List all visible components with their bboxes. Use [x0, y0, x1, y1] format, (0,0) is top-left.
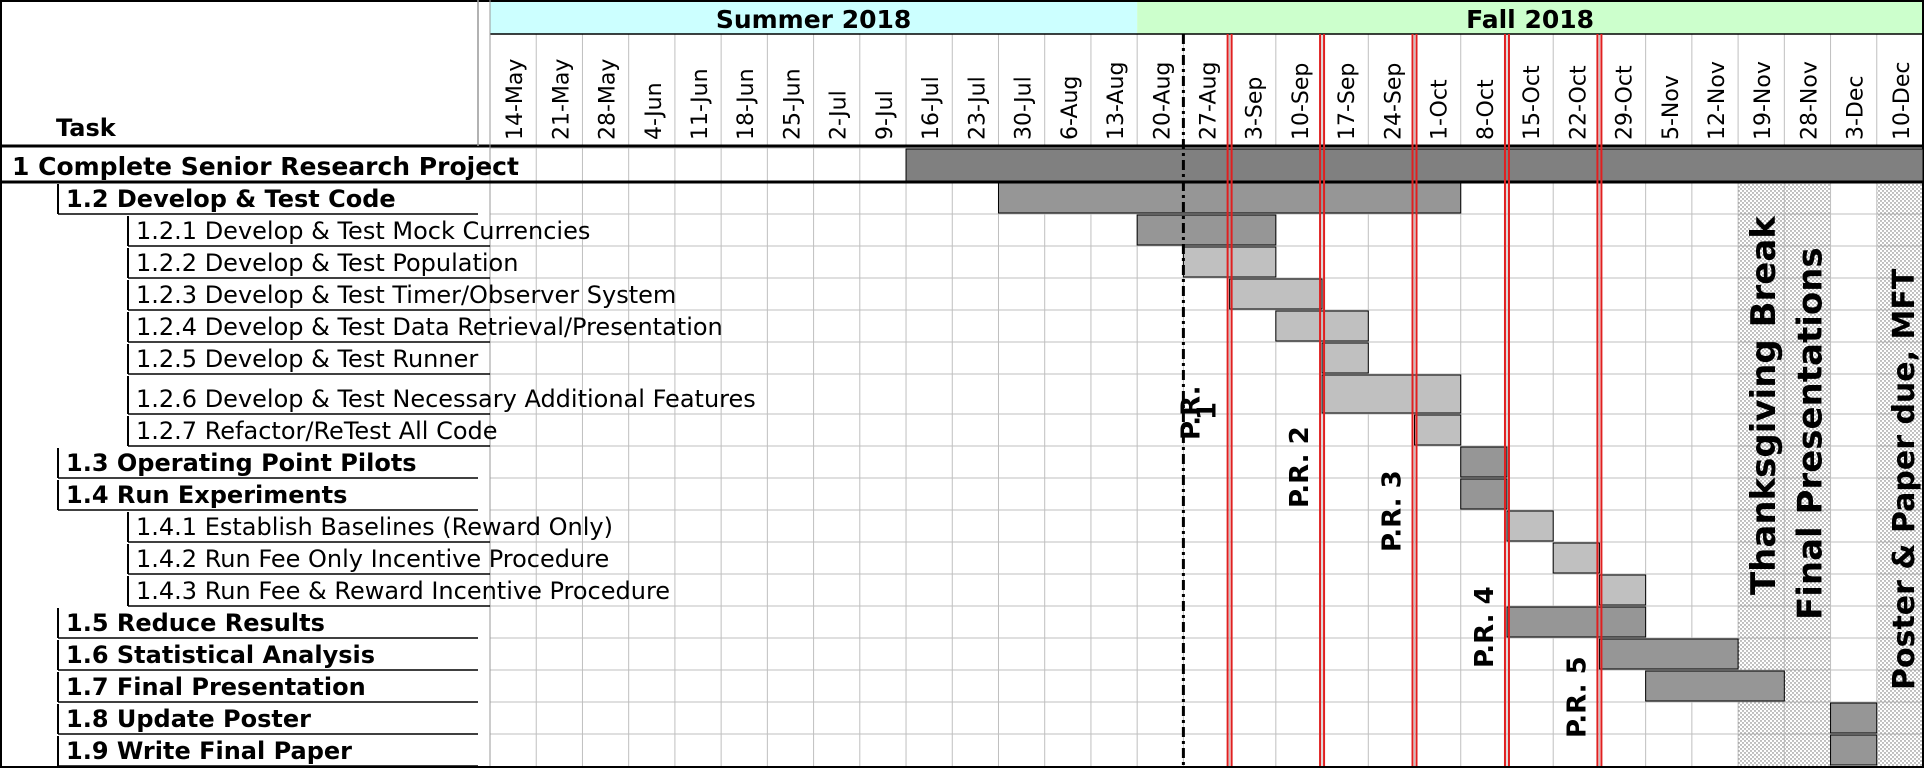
break-label: Thanksgiving Break	[1744, 215, 1784, 595]
task-label: 1 Complete Senior Research Project	[12, 152, 519, 181]
week-tick-label: 15-Oct	[1520, 65, 1545, 140]
task-header: Task	[56, 114, 117, 142]
milestone-lines-layer	[1181, 34, 1603, 766]
background-layer	[490, 2, 1923, 766]
task-bar	[1182, 246, 1277, 278]
break-column	[1738, 146, 1785, 766]
task-bar	[1275, 310, 1369, 342]
progress-review-label: P.R. 3	[1378, 470, 1408, 552]
progress-review-label: 1	[1193, 402, 1223, 420]
week-tick-label: 24-Sep	[1381, 63, 1406, 140]
task-label: 1.4.3 Run Fee & Reward Incentive Procedu…	[136, 577, 670, 605]
task-bar	[1321, 374, 1462, 414]
task-label: 1.4.1 Establish Baselines (Reward Only)	[136, 513, 613, 541]
week-tick-label: 10-Sep	[1289, 63, 1314, 140]
task-label: 1.4.2 Run Fee Only Incentive Procedure	[136, 545, 609, 573]
season-label: Fall 2018	[1466, 5, 1594, 34]
task-label: 1.8 Update Poster	[66, 705, 311, 733]
week-tick-label: 3-Dec	[1844, 75, 1869, 140]
week-tick-label: 11-Jun	[688, 68, 713, 140]
task-bar	[1414, 414, 1462, 446]
task-bar	[1460, 478, 1508, 510]
task-bar	[1229, 278, 1323, 310]
season-band	[1137, 2, 1923, 34]
week-tick-label: 10-Dec	[1890, 61, 1915, 140]
progress-review-label: P.R. 5	[1562, 656, 1592, 738]
progress-review-label: P.R. 4	[1470, 586, 1500, 668]
task-bar	[1645, 670, 1785, 702]
week-tick-label: 28-May	[596, 59, 621, 140]
week-tick-label: 3-Sep	[1243, 77, 1268, 140]
task-label: 1.2.2 Develop & Test Population	[136, 249, 518, 277]
task-label: 1.5 Reduce Results	[66, 609, 325, 637]
week-tick-label: 30-Jul	[1012, 76, 1037, 140]
bars-layer	[905, 148, 1924, 766]
week-tick-label: 27-Aug	[1197, 62, 1222, 140]
task-bar	[1598, 574, 1647, 606]
week-tick-label: 8-Oct	[1474, 79, 1499, 140]
semester-start-label: P.R.	[1176, 385, 1206, 440]
task-bar	[1830, 734, 1878, 766]
progress-review-label: P.R. 2	[1285, 426, 1315, 508]
week-tick-label: 1-Oct	[1428, 79, 1453, 140]
week-tick-label: 16-Jul	[919, 76, 944, 140]
week-tick-label: 21-May	[549, 59, 574, 140]
task-label: 1.9 Write Final Paper	[66, 737, 352, 765]
task-bar	[1460, 446, 1508, 478]
task-label: 1.2.3 Develop & Test Timer/Observer Syst…	[136, 281, 676, 309]
week-tick-label: 19-Nov	[1751, 61, 1776, 140]
week-tick-label: 20-Aug	[1150, 62, 1175, 140]
task-label: 1.3 Operating Point Pilots	[66, 449, 417, 477]
task-label: 1.7 Final Presentation	[66, 673, 366, 701]
task-bar	[1321, 342, 1369, 374]
break-label: Poster & Paper due, MFT	[1887, 268, 1922, 690]
season-band	[490, 2, 1138, 34]
week-tick-label: 14-May	[503, 59, 528, 140]
task-label: 1.2 Develop & Test Code	[66, 185, 396, 213]
text-layer: Summer 2018 Fall 2018 14-May 21-May 28-May 4-…	[12, 5, 1922, 765]
week-tick-label: 25-Jun	[780, 68, 805, 140]
break-column	[1876, 146, 1923, 766]
week-tick-label: 12-Nov	[1705, 61, 1730, 140]
week-tick-label: 22-Oct	[1566, 65, 1591, 140]
task-bar	[1598, 638, 1739, 670]
task-label: 1.4 Run Experiments	[66, 481, 347, 509]
week-tick-label: 17-Sep	[1335, 63, 1360, 140]
task-bar	[1506, 510, 1554, 542]
task-bar	[1830, 702, 1878, 734]
task-bar	[905, 148, 1924, 182]
season-label: Summer 2018	[716, 5, 911, 34]
task-label: 1.6 Statistical Analysis	[66, 641, 375, 669]
week-tick-label: 28-Nov	[1797, 61, 1822, 140]
week-tick-label: 6-Aug	[1058, 76, 1083, 140]
week-tick-label: 18-Jun	[734, 68, 759, 140]
task-bar	[1552, 542, 1600, 574]
task-label: 1.2.7 Refactor/ReTest All Code	[136, 417, 498, 445]
week-tick-label: 9-Jul	[873, 90, 898, 140]
week-tick-label: 5-Nov	[1659, 75, 1684, 140]
task-label: 1.2.5 Develop & Test Runner	[136, 345, 478, 373]
task-bar	[1506, 606, 1647, 638]
task-bar	[997, 182, 1462, 214]
week-tick-label: 4-Jun	[642, 82, 667, 140]
week-tick-label: 13-Aug	[1104, 62, 1129, 140]
week-tick-label: 2-Jul	[827, 90, 852, 140]
task-label: 1.2.6 Develop & Test Necessary Additiona…	[136, 385, 756, 413]
task-label: 1.2.4 Develop & Test Data Retrieval/Pres…	[136, 313, 723, 341]
week-tick-label: 29-Oct	[1613, 65, 1638, 140]
task-label: 1.2.1 Develop & Test Mock Currencies	[136, 217, 590, 245]
break-label: Final Presentations	[1790, 247, 1830, 620]
break-column	[1784, 146, 1831, 766]
task-bar	[1136, 214, 1277, 246]
week-tick-label: 23-Jul	[965, 76, 990, 140]
